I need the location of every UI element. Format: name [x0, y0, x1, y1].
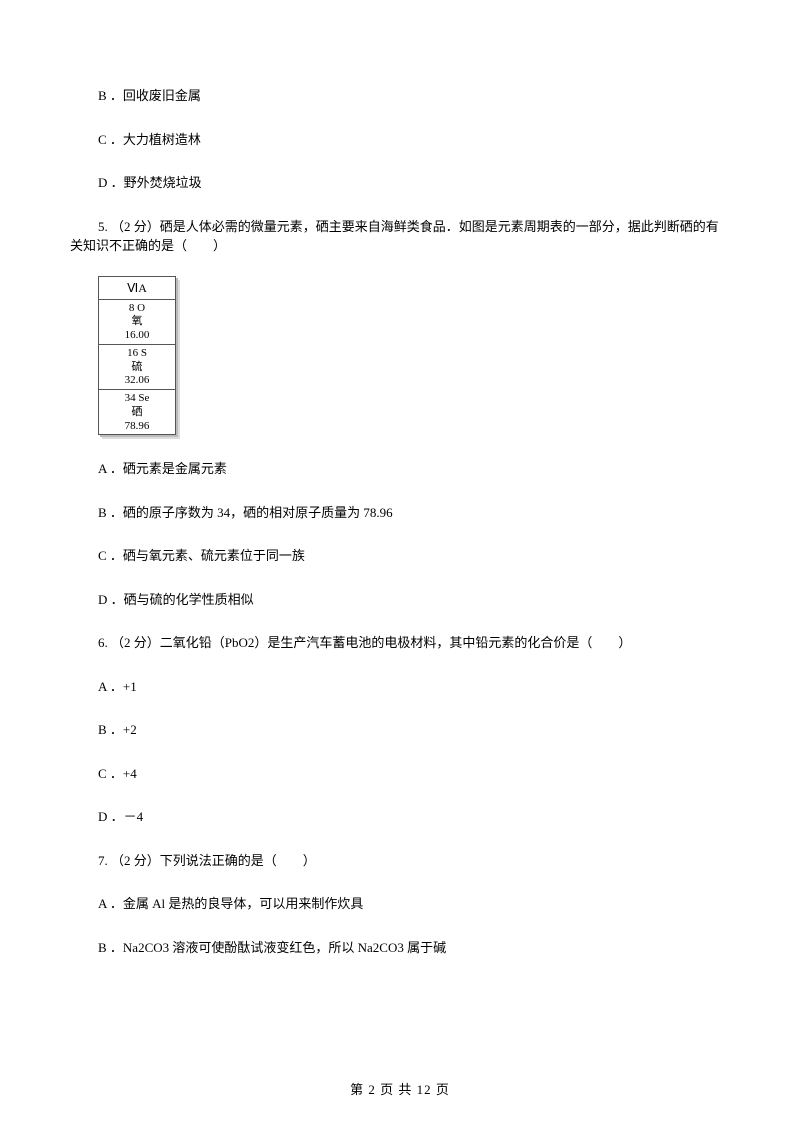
pt-cell-s-cn: 硫 [99, 361, 175, 375]
q6-stem: 6. （2 分）二氧化铅（PbO2）是生产汽车蓄电池的电极材料，其中铅元素的化合… [70, 633, 730, 653]
q6-option-a: A ．+1 [70, 677, 730, 697]
q5-option-d: D ．硒与硫的化学性质相似 [70, 590, 730, 610]
pt-cell-se-cn: 硒 [99, 406, 175, 420]
pt-cell-o-line1: 8 O [99, 302, 175, 316]
pt-cell-s-mass: 32.06 [99, 374, 175, 388]
q7-option-b: B ．Na2CO3 溶液可使酚酞试液变红色，所以 Na2CO3 属于碱 [70, 938, 730, 958]
q6-option-c: C ．+4 [70, 764, 730, 784]
option-d: D ．野外焚烧垃圾 [70, 173, 730, 193]
q6-option-d: D ．－4 [70, 807, 730, 827]
pt-cell-o-mass: 16.00 [99, 329, 175, 343]
pt-cell-s-line1: 16 S [99, 347, 175, 361]
pt-group-header: ⅥA [99, 277, 175, 300]
pt-cell-se-line1: 34 Se [99, 392, 175, 406]
q5-option-a: A ．硒元素是金属元素 [70, 459, 730, 479]
q6-option-b: B ．+2 [70, 720, 730, 740]
q5-option-c: C ．硒与氧元素、硫元素位于同一族 [70, 546, 730, 566]
pt-cell-se-mass: 78.96 [99, 420, 175, 434]
q5-stem-text: 5. （2 分）硒是人体必需的微量元素，硒主要来自海鲜类食品．如图是元素周期表的… [70, 217, 730, 256]
option-c: C ．大力植树造林 [70, 130, 730, 150]
option-b: B ．回收废旧金属 [70, 86, 730, 106]
pt-cell-o-cn: 氧 [99, 315, 175, 329]
page-content: B ．回收废旧金属 C ．大力植树造林 D ．野外焚烧垃圾 5. （2 分）硒是… [0, 0, 800, 1021]
pt-cell-s: 16 S 硫 32.06 [99, 345, 175, 390]
pt-cell-o: 8 O 氧 16.00 [99, 300, 175, 345]
q7-stem: 7. （2 分）下列说法正确的是（ ） [70, 851, 730, 871]
q7-option-a: A ．金属 Al 是热的良导体，可以用来制作炊具 [70, 894, 730, 914]
q5-stem: 5. （2 分）硒是人体必需的微量元素，硒主要来自海鲜类食品．如图是元素周期表的… [42, 217, 730, 256]
q5-option-b: B ．硒的原子序数为 34，硒的相对原子质量为 78.96 [70, 503, 730, 523]
periodic-table-fragment: ⅥA 8 O 氧 16.00 16 S 硫 32.06 34 Se 硒 78.9… [98, 276, 730, 436]
pt-cell-se: 34 Se 硒 78.96 [99, 390, 175, 434]
page-footer: 第 2 页 共 12 页 [0, 1079, 800, 1098]
